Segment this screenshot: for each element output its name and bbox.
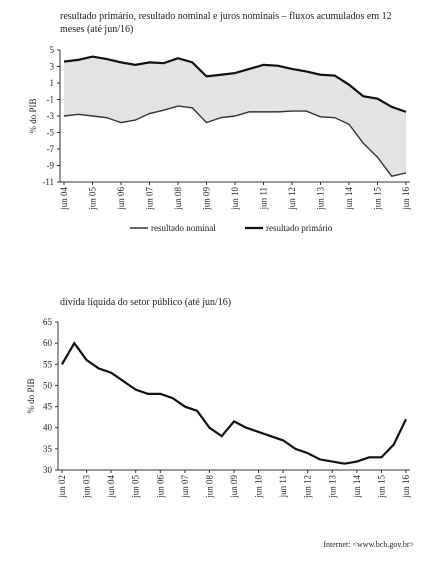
x-tick-label: jun 08 [204,475,214,499]
y-tick-label: 65 [43,317,53,327]
x-tick-label: jun 14 [344,187,354,211]
chart-title: resultado primário, resultado nominal e … [60,11,392,35]
x-tick-label: jun 16 [401,475,411,499]
y-tick-label: 35 [43,444,53,454]
x-tick-label: jun 13 [316,187,326,211]
y-tick-label: 45 [43,402,53,412]
x-tick-label: jun 06 [155,475,165,499]
line-series [63,55,407,113]
x-tick-label: jun 07 [145,187,155,211]
y-tick-label: 40 [43,423,53,433]
x-tick-label: jun 08 [173,187,183,211]
y-tick-label: -3 [47,111,55,121]
legend-label: resultado primário [266,223,333,233]
y-axis-label: % do PIB [28,98,38,133]
line-series [63,105,407,178]
y-tick-label: -7 [47,144,55,154]
x-tick-label: jun 05 [88,187,98,211]
band-fill [64,56,406,177]
line-series [61,341,407,465]
source: Internet: <www.bcb.gov.br> [323,540,414,549]
y-tick-label: 60 [43,338,53,348]
y-tick-label: -1 [47,95,55,105]
y-tick-label: 5 [50,45,55,55]
y-tick-label: 55 [43,359,53,369]
x-tick-label: jun 10 [230,187,240,211]
x-tick-label: jun 06 [116,187,126,211]
y-tick-label: 1 [50,78,55,88]
y-tick-label: -9 [47,161,55,171]
x-tick-label: jun 16 [401,187,411,211]
x-tick-label: jun 12 [303,475,313,499]
x-tick-label: jun 11 [278,475,288,498]
y-tick-label: -5 [47,128,55,138]
y-tick-label: -11 [42,177,54,187]
legend-label: resultado nominal [151,223,216,233]
x-tick-label: jun 13 [327,475,337,499]
x-tick-label: jun 07 [180,475,190,499]
y-tick-label: 50 [43,380,53,390]
x-tick-label: jun 04 [59,187,69,211]
x-tick-label: jun 15 [376,475,386,499]
x-tick-label: jun 09 [229,475,239,499]
x-tick-label: jun 05 [131,475,141,499]
x-tick-label: jun 10 [254,475,264,499]
x-tick-label: jun 15 [373,187,383,211]
x-tick-label: jun 03 [82,475,92,499]
x-tick-label: jun 14 [352,475,362,499]
x-tick-label: jun 02 [57,475,67,499]
chart-title: dívida líquida do setor público (até jun… [60,297,232,308]
y-tick-label: 30 [43,465,53,475]
x-tick-label: jun 09 [202,187,212,211]
x-tick-label: jun 11 [259,187,269,210]
y-tick-label: 3 [50,62,55,72]
x-tick-label: jun 04 [106,475,116,499]
y-axis-label: % do PIB [26,378,36,413]
x-tick-label: jun 12 [287,187,297,211]
